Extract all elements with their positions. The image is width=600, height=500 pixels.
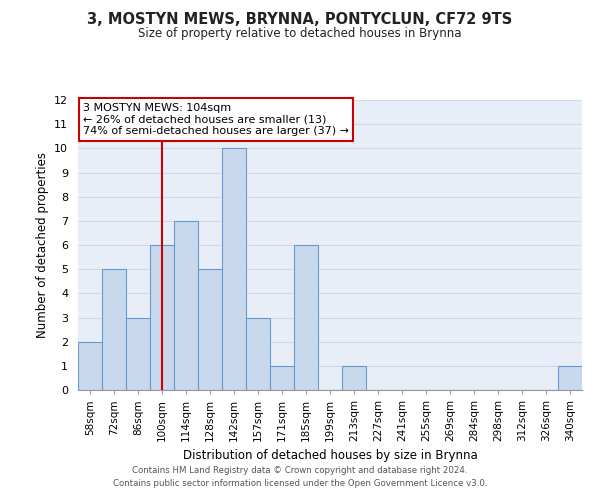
Bar (342, 366, 366, 390)
Bar (174, 221, 198, 390)
Bar (246, 318, 270, 390)
Bar (126, 318, 150, 390)
Bar (222, 148, 246, 390)
Text: 3, MOSTYN MEWS, BRYNNA, PONTYCLUN, CF72 9TS: 3, MOSTYN MEWS, BRYNNA, PONTYCLUN, CF72 … (88, 12, 512, 28)
X-axis label: Distribution of detached houses by size in Brynna: Distribution of detached houses by size … (182, 450, 478, 462)
Bar (150, 245, 174, 390)
Bar (198, 269, 222, 390)
Bar (270, 366, 294, 390)
Bar (102, 269, 126, 390)
Bar (78, 342, 102, 390)
Y-axis label: Number of detached properties: Number of detached properties (35, 152, 49, 338)
Bar (294, 245, 318, 390)
Text: Contains HM Land Registry data © Crown copyright and database right 2024.
Contai: Contains HM Land Registry data © Crown c… (113, 466, 487, 487)
Bar (558, 366, 582, 390)
Text: 3 MOSTYN MEWS: 104sqm
← 26% of detached houses are smaller (13)
74% of semi-deta: 3 MOSTYN MEWS: 104sqm ← 26% of detached … (83, 103, 349, 136)
Text: Size of property relative to detached houses in Brynna: Size of property relative to detached ho… (138, 28, 462, 40)
